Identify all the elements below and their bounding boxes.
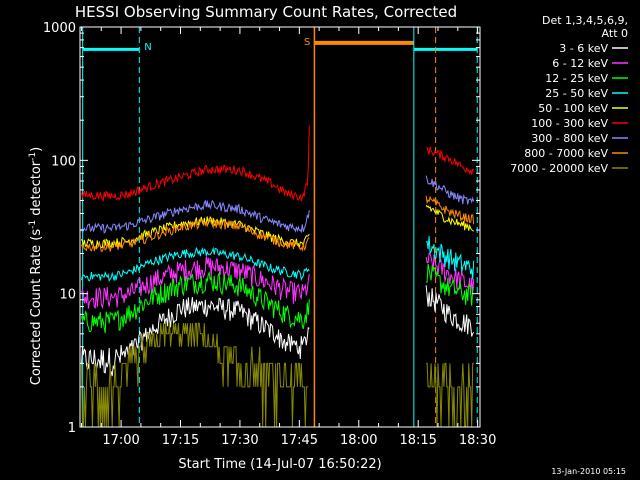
series-line: [81, 270, 310, 334]
legend: Det 1,3,4,5,6,9,Att 0 3 - 6 keV 6 - 12 keV…: [510, 14, 628, 175]
x-tick-label: 17:00: [102, 433, 139, 448]
series-3-6keV: [81, 285, 475, 377]
series-line: [81, 199, 310, 235]
legend-label: 300 - 800 keV: [531, 132, 608, 145]
series-line: [81, 215, 310, 249]
saa-label: S: [304, 37, 310, 48]
series-line: [426, 263, 475, 306]
x-tick-label: 17:15: [162, 433, 199, 448]
series-line: [425, 146, 474, 175]
legend-label: 800 - 7000 keV: [524, 147, 608, 160]
y-tick-label: 100: [51, 154, 76, 169]
series-line: [425, 195, 475, 225]
legend-header: Att 0: [602, 27, 628, 40]
series-line: [81, 297, 310, 377]
axis-ticks: [80, 26, 480, 428]
legend-label: 50 - 100 keV: [538, 102, 608, 115]
y-tick-label: 1: [68, 421, 76, 436]
x-tick-label: 18:15: [399, 433, 436, 448]
series-6-12keV: [81, 252, 475, 310]
y-tick-label: 10: [59, 288, 76, 303]
series-800-7000keV: [81, 195, 475, 253]
series-line: [81, 125, 310, 202]
x-tick-label: 17:30: [221, 433, 258, 448]
series-line: [425, 236, 475, 280]
x-tick-label: 18:30: [459, 433, 496, 448]
legend-label: 100 - 300 keV: [531, 117, 608, 130]
x-axis-label: Start Time (14-Jul-07 16:50:22): [178, 457, 381, 472]
series-100-300keV: [81, 125, 474, 202]
series-25-50keV: [81, 236, 475, 282]
y-tick-label: 1000: [43, 21, 76, 36]
timestamp: 13-Jan-2010 05:15: [551, 467, 626, 476]
series-line: [81, 246, 310, 282]
night-label: N: [144, 42, 151, 53]
x-tick-label: 18:00: [340, 433, 377, 448]
legend-label: 12 - 25 keV: [545, 72, 608, 85]
legend-label: 3 - 6 keV: [559, 42, 608, 55]
data-series: [81, 125, 475, 428]
series-line: [81, 256, 310, 310]
series-line: [81, 217, 310, 253]
y-tick-labels: 1 10 100 1000: [43, 21, 76, 436]
series-300-800keV: [81, 175, 475, 235]
legend-label: 6 - 12 keV: [552, 57, 608, 70]
series-line: [425, 285, 475, 337]
series-12-25keV: [81, 263, 475, 334]
x-tick-label: 17:45: [281, 433, 318, 448]
series-50-100keV: [81, 204, 475, 249]
series-line: [425, 252, 475, 295]
y-axis-label: Corrected Count Rate (s-1 detector-1): [28, 147, 44, 385]
series-line: [426, 362, 474, 428]
legend-header: Det 1,3,4,5,6,9,: [542, 14, 628, 27]
x-tick-labels: 17:00 17:15 17:30 17:45 18:00 18:15 18:30: [102, 433, 496, 448]
chart-title: HESSI Observing Summary Count Rates, Cor…: [75, 3, 457, 21]
legend-label: 7000 - 20000 keV: [510, 162, 608, 175]
series-line: [425, 175, 475, 205]
series-line: [81, 322, 309, 428]
legend-label: 25 - 50 keV: [545, 87, 608, 100]
series-line: [425, 204, 475, 232]
